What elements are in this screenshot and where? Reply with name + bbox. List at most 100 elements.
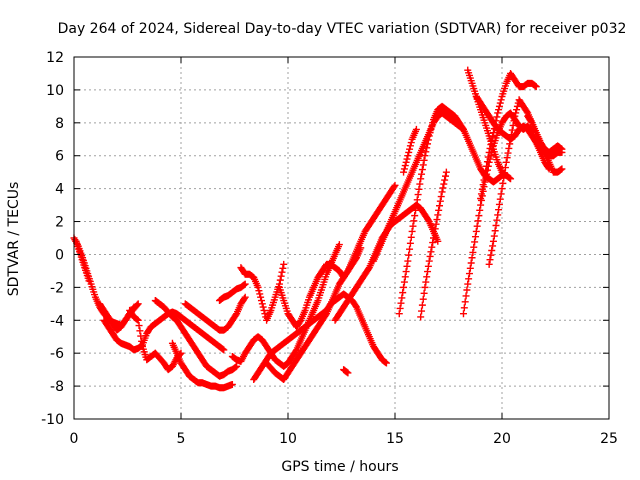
data-point <box>432 220 440 228</box>
data-point <box>479 181 487 189</box>
data-point <box>471 233 479 241</box>
data-point <box>439 184 447 192</box>
data-point <box>466 264 474 272</box>
data-point <box>509 121 517 129</box>
data-point <box>493 216 501 224</box>
data-point <box>497 190 505 198</box>
data-point <box>494 109 502 117</box>
data-point <box>401 162 409 170</box>
x-axis-label: GPS time / hours <box>281 459 398 475</box>
data-point <box>258 300 266 308</box>
data-point <box>427 248 435 256</box>
data-point <box>425 132 433 140</box>
data-point <box>138 337 146 345</box>
data-point <box>233 362 241 370</box>
data-point <box>484 153 492 161</box>
y-tick-label: 0 <box>55 247 64 263</box>
data-point <box>483 158 491 166</box>
data-point <box>494 211 502 219</box>
data-point <box>136 327 144 335</box>
data-point <box>488 247 496 255</box>
y-tick-label: 8 <box>55 116 64 132</box>
data-point <box>487 141 495 149</box>
data-point <box>426 129 434 137</box>
data-point <box>430 234 438 242</box>
data-point <box>434 237 442 245</box>
data-point <box>390 183 398 191</box>
data-point <box>513 102 521 110</box>
data-point <box>496 99 504 107</box>
data-point <box>422 278 430 286</box>
data-point <box>485 148 493 156</box>
data-point <box>402 158 410 166</box>
data-point <box>489 237 497 245</box>
y-axis-label: SDTVAR / TECUs <box>6 182 22 297</box>
data-point <box>421 283 429 291</box>
data-point <box>473 222 481 230</box>
data-point <box>397 299 405 307</box>
data-point <box>469 248 477 256</box>
data-points <box>70 66 566 392</box>
data-point <box>493 113 501 121</box>
data-point <box>465 275 473 283</box>
data-point <box>480 176 488 184</box>
data-point <box>468 254 476 262</box>
data-point <box>459 310 467 318</box>
data-point <box>465 270 473 278</box>
data-point <box>495 102 503 110</box>
data-point <box>406 245 414 253</box>
data-point <box>417 175 425 183</box>
data-point <box>424 268 432 276</box>
data-point <box>405 251 413 259</box>
data-point <box>419 161 427 169</box>
data-point <box>421 152 429 160</box>
data-point <box>441 176 449 184</box>
data-point <box>276 276 284 284</box>
data-point <box>428 243 436 251</box>
data-point <box>417 313 425 321</box>
data-point <box>477 195 485 203</box>
data-point <box>489 129 497 137</box>
data-point <box>133 301 141 309</box>
y-tick-label: 12 <box>46 50 64 66</box>
data-point <box>510 117 518 125</box>
data-point <box>419 295 427 303</box>
data-point <box>240 295 248 303</box>
data-point <box>418 307 426 315</box>
data-point <box>255 287 263 295</box>
data-point <box>412 125 420 133</box>
data-point <box>489 133 497 141</box>
data-point <box>400 278 408 286</box>
data-point <box>344 369 352 377</box>
data-point <box>470 243 478 251</box>
data-point <box>486 256 494 264</box>
data-point <box>411 212 419 220</box>
data-point <box>497 96 505 104</box>
data-point <box>467 259 475 267</box>
data-point <box>502 158 510 166</box>
data-point <box>488 137 496 145</box>
data-point <box>279 264 287 272</box>
data-point <box>435 206 443 214</box>
data-point <box>489 242 497 250</box>
data-point <box>428 122 436 130</box>
data-point <box>442 168 450 176</box>
data-point <box>558 145 566 153</box>
data-point <box>463 286 471 294</box>
data-point <box>461 298 469 306</box>
data-point <box>257 297 265 305</box>
x-tick-label: 25 <box>600 431 618 447</box>
y-tick-label: -6 <box>50 346 64 362</box>
data-point <box>134 316 142 324</box>
x-tick-label: 0 <box>70 431 79 447</box>
data-point <box>481 171 489 179</box>
data-point <box>507 131 515 139</box>
data-point <box>490 125 498 133</box>
y-tick-label: 6 <box>55 149 64 165</box>
data-point <box>416 180 424 188</box>
data-point <box>485 260 493 268</box>
data-point <box>418 301 426 309</box>
data-point <box>415 185 423 193</box>
data-point <box>241 293 249 301</box>
data-point <box>476 206 484 214</box>
